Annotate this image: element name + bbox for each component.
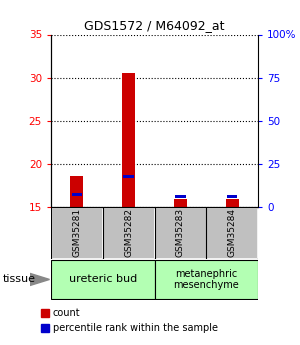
Text: GSM35283: GSM35283 <box>176 208 185 257</box>
Text: GSM35284: GSM35284 <box>228 208 237 257</box>
Text: tissue: tissue <box>3 275 36 284</box>
Text: GSM35281: GSM35281 <box>72 208 81 257</box>
Bar <box>227 195 237 198</box>
Bar <box>175 195 186 198</box>
Bar <box>122 73 135 207</box>
Title: GDS1572 / M64092_at: GDS1572 / M64092_at <box>84 19 225 32</box>
Bar <box>72 193 82 196</box>
Polygon shape <box>30 273 50 286</box>
Bar <box>70 176 83 207</box>
FancyBboxPatch shape <box>103 207 154 258</box>
FancyBboxPatch shape <box>155 207 206 258</box>
Bar <box>226 199 238 207</box>
Text: ureteric bud: ureteric bud <box>69 275 137 284</box>
FancyBboxPatch shape <box>207 207 257 258</box>
FancyBboxPatch shape <box>154 259 258 299</box>
Bar <box>174 199 187 207</box>
Text: GSM35282: GSM35282 <box>124 208 133 257</box>
Bar <box>124 175 134 178</box>
Text: metanephric
mesenchyme: metanephric mesenchyme <box>173 269 239 290</box>
FancyBboxPatch shape <box>51 259 154 299</box>
Legend: count, percentile rank within the sample: count, percentile rank within the sample <box>41 308 218 333</box>
FancyBboxPatch shape <box>52 207 102 258</box>
